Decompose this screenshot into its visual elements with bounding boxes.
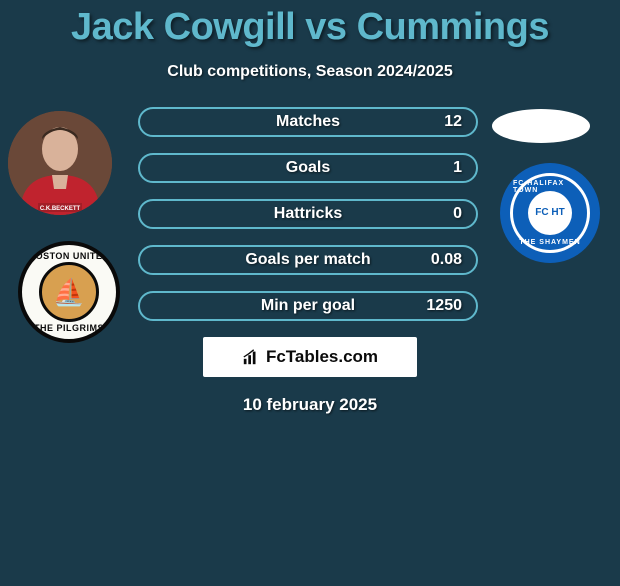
stat-label: Goals per match [245,251,370,269]
bar-chart-icon [242,348,260,366]
shirt-sponsor: C.K.BECKETT [40,206,81,212]
club-right-core: FC HT [528,191,572,235]
stats-list: Matches 12 Goals 1 Hattricks 0 Goals per… [138,107,478,321]
stat-row-min-per-goal: Min per goal 1250 [138,291,478,321]
stat-label: Goals [286,159,330,177]
comparison-panel: C.K.BECKETT BOSTON UNITED ⛵ THE PILGRIMS… [0,107,620,321]
player-left-photo: C.K.BECKETT [8,111,112,215]
club-right-name-top: FC HALIFAX TOWN [513,180,587,194]
stat-row-goals-per-match: Goals per match 0.08 [138,245,478,275]
page-title: Jack Cowgill vs Cummings [0,6,620,49]
player-avatar-icon: C.K.BECKETT [8,111,112,215]
page-subtitle: Club competitions, Season 2024/2025 [0,63,620,81]
club-badge-left: BOSTON UNITED ⛵ THE PILGRIMS [18,241,120,343]
stat-row-hattricks: Hattricks 0 [138,199,478,229]
club-right-name-bottom: THE SHAYMEN [519,239,580,246]
stat-value: 0 [453,205,462,223]
stat-row-matches: Matches 12 [138,107,478,137]
stat-value: 1250 [426,297,462,315]
stat-value: 0.08 [431,251,462,269]
stat-label: Matches [276,113,340,131]
watermark: FcTables.com [203,337,417,377]
player-right-placeholder [492,109,590,143]
club-left-name-top: BOSTON UNITED [29,251,110,261]
footer-date: 10 february 2025 [0,395,620,415]
stat-label: Min per goal [261,297,355,315]
ship-icon: ⛵ [53,277,85,308]
stat-value: 12 [444,113,462,131]
watermark-text: FcTables.com [266,347,378,367]
club-left-emblem: ⛵ [39,262,99,322]
stat-row-goals: Goals 1 [138,153,478,183]
club-right-ring: FC HALIFAX TOWN FC HT THE SHAYMEN [510,173,590,253]
stat-value: 1 [453,159,462,177]
stat-label: Hattricks [274,205,342,223]
club-left-name-bottom: THE PILGRIMS [34,323,104,333]
club-badge-right: FC HALIFAX TOWN FC HT THE SHAYMEN [500,163,600,263]
